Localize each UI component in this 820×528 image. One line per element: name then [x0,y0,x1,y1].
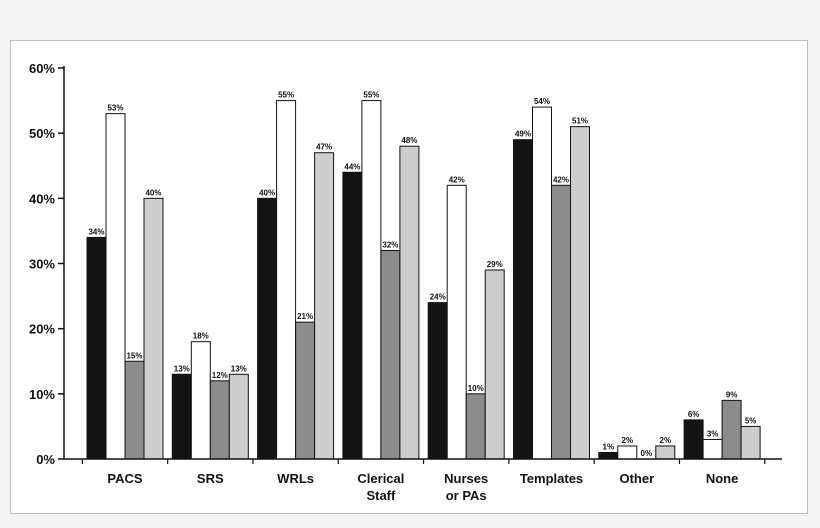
data-label-4-2: 10% [468,384,484,393]
bar-6-0 [598,451,619,460]
data-label-5-0: 49% [515,130,531,139]
data-label-2-2: 21% [297,312,313,321]
bar-7-3 [740,425,761,460]
bar-1-1 [190,341,211,460]
category-label-line: Nurses [444,471,488,486]
data-label-7-1: 3% [707,429,719,438]
data-label-3-0: 44% [344,162,360,171]
y-tick-label-2: 20% [29,322,55,337]
category-label-line: SRS [197,471,224,486]
y-tick-label-0: 0% [36,452,55,467]
bar-5-0 [513,139,533,460]
y-tick-label-3: 30% [29,257,55,272]
data-label-0-2: 15% [126,351,142,360]
data-label-7-2: 9% [726,390,738,399]
category-label-4: Nurses or PAs [444,471,488,503]
bar-6-3 [655,445,676,460]
bar-0-2 [124,360,145,460]
data-label-1-1: 18% [193,332,209,341]
bar-5-1 [532,106,552,460]
data-label-3-1: 55% [363,91,379,100]
bar-4-0 [427,302,448,460]
data-label-3-2: 32% [382,240,398,249]
category-label-line: or PAs [446,488,487,503]
category-label-7: None [706,471,739,486]
bar-4-2 [465,393,486,460]
bar-3-2 [380,249,401,460]
data-label-2-0: 40% [259,188,275,197]
data-label-3-3: 48% [401,136,417,145]
bar-5-3 [570,126,590,460]
bar-0-3 [143,197,164,460]
category-label-line: None [706,471,739,486]
category-label-line: Templates [520,471,583,486]
data-label-2-3: 47% [316,143,332,152]
bar-3-3 [399,145,420,460]
data-label-0-1: 53% [107,104,123,113]
data-label-4-3: 29% [487,260,503,269]
bar-1-2 [209,380,230,460]
y-tick-label-1: 10% [29,387,55,402]
category-label-1: SRS [197,471,224,486]
y-tick-label-6: 60% [29,61,55,76]
data-label-7-3: 5% [745,416,757,425]
bar-2-3 [314,152,335,460]
category-label-line: Clerical [357,471,404,486]
bar-2-1 [276,100,297,460]
data-label-0-0: 34% [88,227,104,236]
y-tick-label-5: 50% [29,126,55,141]
category-label-line: WRLs [277,471,314,486]
bar-1-3 [228,373,249,460]
bar-5-2 [551,184,571,460]
bar-7-1 [702,438,723,460]
data-label-1-0: 13% [174,364,190,373]
bar-7-0 [683,419,704,460]
y-tick-label-4: 40% [29,191,55,206]
bar-6-1 [617,445,638,460]
bar-2-2 [295,321,316,460]
data-label-5-2: 42% [553,175,569,184]
category-label-0: PACS [107,471,142,486]
bar-4-1 [446,184,467,460]
category-label-line: PACS [107,471,142,486]
category-label-5: Templates [520,471,583,486]
data-label-7-0: 6% [688,410,700,419]
category-label-2: WRLs [277,471,314,486]
data-label-6-3: 2% [660,436,672,445]
bar-1-0 [171,373,192,460]
data-label-4-1: 42% [449,175,465,184]
data-label-2-1: 55% [278,91,294,100]
bar-0-1 [105,113,126,460]
data-label-1-2: 12% [212,371,228,380]
category-label-6: Other [619,471,654,486]
bar-4-3 [484,269,505,460]
data-label-6-1: 2% [622,436,634,445]
data-label-5-3: 51% [572,117,588,126]
category-label-line: Staff [366,488,396,503]
data-label-1-3: 13% [231,364,247,373]
bar-2-0 [257,197,278,460]
category-label-line: Other [619,471,654,486]
data-label-0-3: 40% [145,188,161,197]
bar-0-0 [86,236,107,460]
data-label-5-1: 54% [534,97,550,106]
bar-3-0 [342,171,363,460]
data-label-6-0: 1% [603,442,615,451]
data-label-4-0: 24% [430,293,446,302]
bar-7-2 [721,399,742,460]
data-label-6-2: 0% [641,449,653,458]
bar-3-1 [361,100,382,460]
category-label-3: Clerical Staff [357,471,404,503]
